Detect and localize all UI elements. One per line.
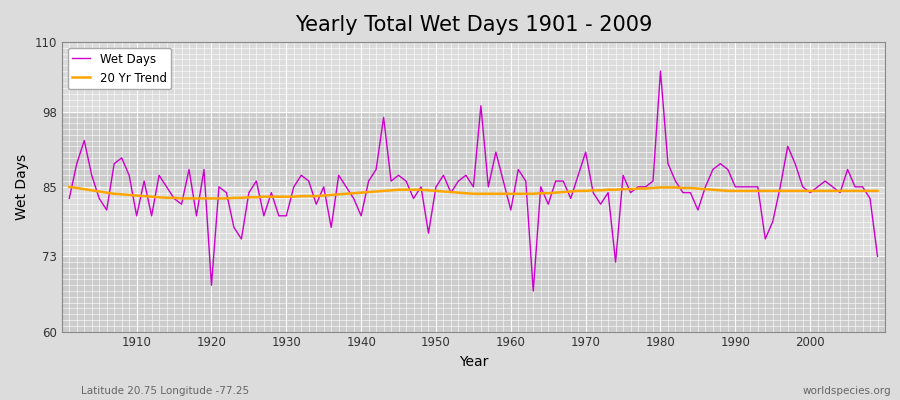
Bar (62, 256, 885, 332)
20 Yr Trend (341, 191, 352, 196)
Wet Days (123, 173, 134, 178)
20 Yr Trend (872, 188, 883, 193)
Wet Days (64, 196, 75, 201)
Line: Wet Days: Wet Days (69, 71, 878, 291)
Wet Days (288, 184, 299, 189)
Y-axis label: Wet Days: Wet Days (15, 154, 29, 220)
Title: Yearly Total Wet Days 1901 - 2009: Yearly Total Wet Days 1901 - 2009 (294, 15, 652, 35)
Wet Days (333, 173, 344, 178)
Text: worldspecies.org: worldspecies.org (803, 386, 891, 396)
20 Yr Trend (64, 184, 75, 189)
Wet Days (528, 289, 539, 294)
Line: 20 Yr Trend: 20 Yr Trend (69, 187, 878, 198)
20 Yr Trend (603, 187, 614, 192)
20 Yr Trend (506, 191, 517, 196)
Wet Days (655, 69, 666, 74)
Wet Days (872, 254, 883, 259)
20 Yr Trend (123, 192, 134, 197)
20 Yr Trend (296, 194, 307, 198)
Wet Days (498, 179, 508, 184)
X-axis label: Year: Year (459, 355, 488, 369)
Bar (62, 112, 885, 187)
Text: Latitude 20.75 Longitude -77.25: Latitude 20.75 Longitude -77.25 (81, 386, 249, 396)
Wet Days (603, 190, 614, 195)
Legend: Wet Days, 20 Yr Trend: Wet Days, 20 Yr Trend (68, 48, 171, 89)
20 Yr Trend (176, 196, 187, 201)
20 Yr Trend (513, 191, 524, 196)
Bar (62, 187, 885, 256)
Bar (62, 42, 885, 112)
Wet Days (506, 208, 517, 212)
